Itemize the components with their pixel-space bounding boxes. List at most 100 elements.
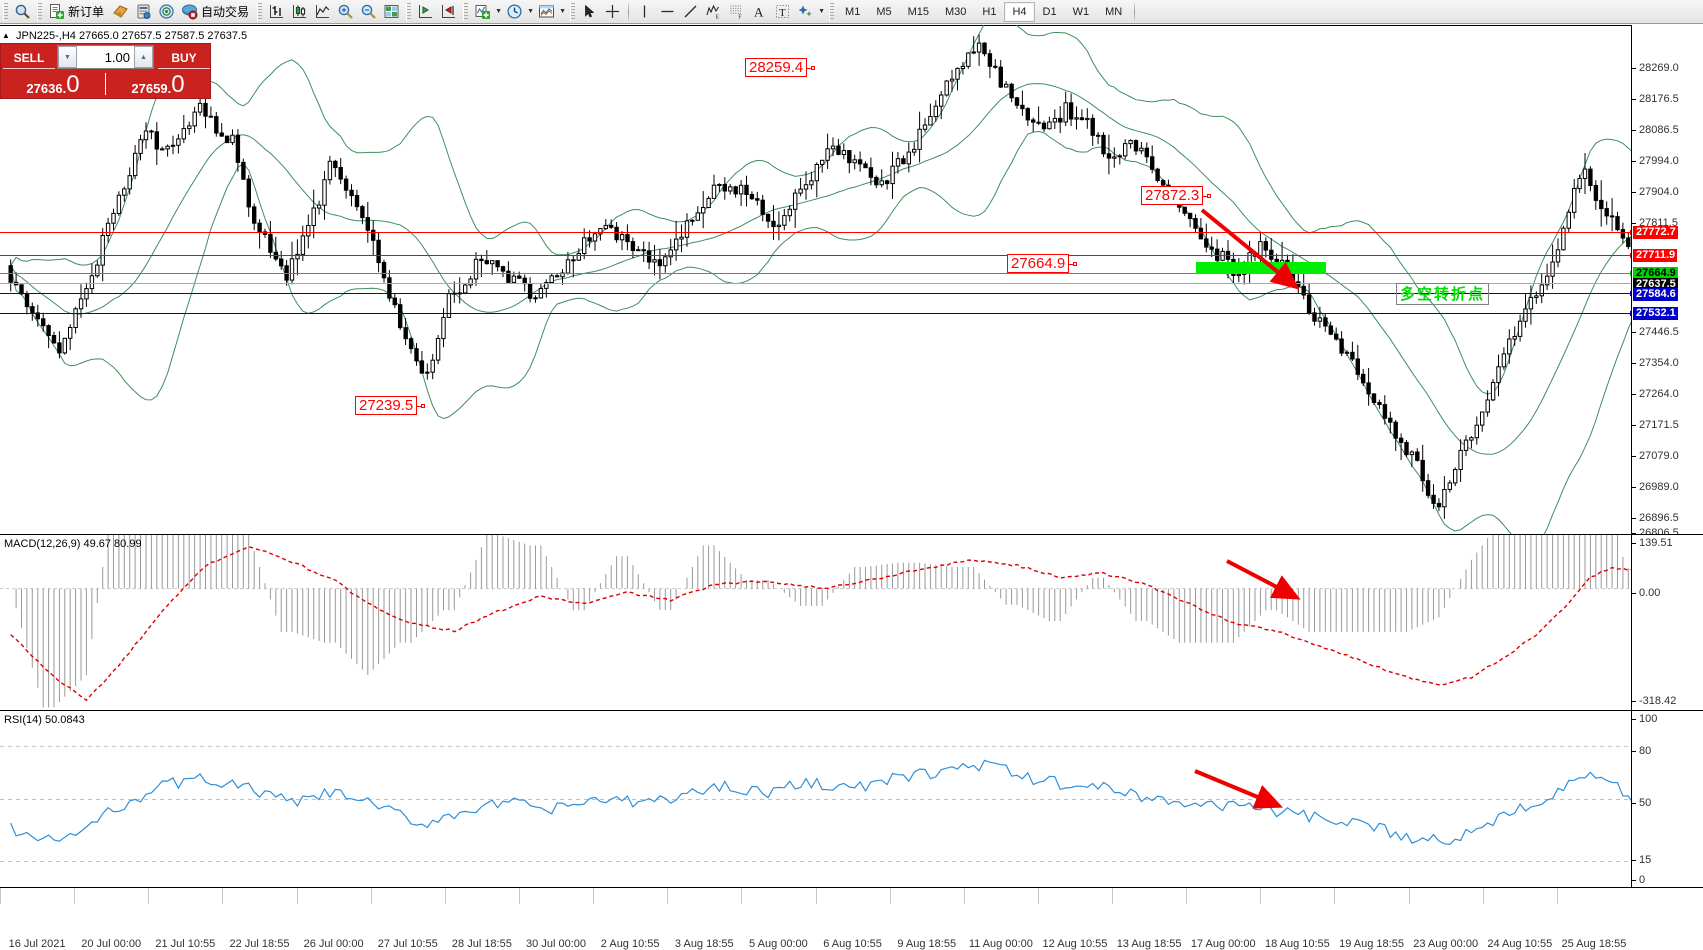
toolbar-grip-4[interactable] xyxy=(406,2,412,21)
timeframe-bar: M1 M5 M15 M30 H1 H4 D1 W1 MN xyxy=(837,1,1130,22)
bar-chart-button[interactable] xyxy=(265,1,288,23)
toolbar-grip-3[interactable] xyxy=(257,2,263,21)
timeframe-m1[interactable]: M1 xyxy=(845,5,861,18)
time-axis-separator xyxy=(889,888,891,904)
templates-dropdown[interactable]: ▼ xyxy=(559,8,566,15)
text-button[interactable]: A xyxy=(748,1,771,23)
add-indicator-dropdown[interactable]: ▼ xyxy=(495,8,502,15)
rsi-pane[interactable]: RSI(14) 50.0843 100 80 50 15 0 xyxy=(0,710,1703,887)
macd-plot[interactable] xyxy=(0,535,1631,710)
macd-downtrend-arrow[interactable] xyxy=(1222,556,1312,611)
turning-point-note[interactable]: 多空转折点 xyxy=(1396,283,1490,305)
terminal-button[interactable] xyxy=(132,1,155,23)
shapes-dropdown[interactable]: ▼ xyxy=(818,8,825,15)
level-line-27711[interactable] xyxy=(0,253,1631,258)
price-tick: 26896.5 xyxy=(1632,512,1703,524)
rsi-scale[interactable]: 100 80 50 15 0 xyxy=(1631,711,1703,887)
strategy-tester-button[interactable] xyxy=(155,1,178,23)
timeframe-m15[interactable]: M15 xyxy=(907,5,929,18)
time-axis-separator xyxy=(518,888,520,904)
price-tick: 27446.5 xyxy=(1632,326,1703,338)
label-27872-text: 27872.3 xyxy=(1145,187,1200,204)
main-toolbar: 新订单 xyxy=(0,0,1703,24)
downtrend-arrow[interactable] xyxy=(1190,200,1320,300)
line-chart-button[interactable] xyxy=(311,1,334,23)
auto-scroll-button[interactable] xyxy=(437,1,460,23)
price-plot[interactable]: 28259.4 27872.3 27664.9 27239.5 26835.6 xyxy=(0,25,1631,534)
buy-button[interactable]: 27659 . 0 xyxy=(106,70,210,98)
elliott-wave-button[interactable]: E xyxy=(702,1,725,23)
period-button[interactable] xyxy=(503,1,526,23)
timeframe-w1[interactable]: W1 xyxy=(1072,5,1090,18)
new-order-button[interactable]: 新订单 xyxy=(45,1,109,23)
macd-pane[interactable]: MACD(12,26,9) 49.67 80.99 139.51 0.00 -3… xyxy=(0,534,1703,710)
macd-scale[interactable]: 139.51 0.00 -318.42 xyxy=(1631,535,1703,710)
price-scale[interactable]: 28269.0 28176.5 28086.5 27994.0 27904.0 … xyxy=(1631,25,1703,539)
period-dropdown[interactable]: ▼ xyxy=(527,8,534,15)
volume-value[interactable]: 1.00 xyxy=(104,49,130,65)
crosshair-button[interactable] xyxy=(601,1,624,23)
price-tag-resistance-2[interactable]: 27711.9 xyxy=(1633,249,1678,262)
new-order-icon xyxy=(50,4,64,19)
chart-shift-icon xyxy=(419,5,433,18)
add-indicator-button[interactable] xyxy=(471,1,494,23)
label-27872[interactable]: 27872.3 xyxy=(1141,186,1212,205)
volume-input[interactable]: ▼ 1.00 ▲ xyxy=(57,45,154,69)
price-tag-pivot-1[interactable]: 27584.6 xyxy=(1633,288,1678,301)
price-pane[interactable]: 28259.4 27872.3 27664.9 27239.5 26835.6 xyxy=(0,25,1703,539)
price-tag-pivot-2[interactable]: 27532.1 xyxy=(1633,307,1678,320)
one-click-trading-panel[interactable]: SELL ▼ 1.00 ▲ BUY 27636 . 0 27659 . 0 xyxy=(0,43,211,99)
collapse-triangle-icon[interactable]: ▲ xyxy=(2,31,10,41)
level-line-27772[interactable] xyxy=(0,230,1631,235)
text-icon: A xyxy=(754,5,764,20)
price-tag-support[interactable]: 27664.9 xyxy=(1633,267,1678,280)
text-label-button[interactable]: T xyxy=(771,1,794,23)
fibonacci-button[interactable]: F xyxy=(725,1,748,23)
rsi-downtrend-arrow[interactable] xyxy=(1190,767,1290,817)
tile-windows-button[interactable] xyxy=(380,1,403,23)
svg-text:A: A xyxy=(754,5,764,20)
trendline-button[interactable] xyxy=(679,1,702,23)
toolbar-grip-5[interactable] xyxy=(463,2,469,21)
volume-decrement[interactable]: ▼ xyxy=(58,46,77,68)
horizontal-line-button[interactable] xyxy=(656,1,679,23)
price-tag-resistance-1[interactable]: 27772.7 xyxy=(1633,226,1678,239)
cursor-button[interactable] xyxy=(578,1,601,23)
timeframe-mn[interactable]: MN xyxy=(1105,5,1123,18)
symbol-info-bar: ▲ JPN225-,H4 27665.0 27657.5 27587.5 276… xyxy=(2,30,247,42)
zoom-out-button[interactable] xyxy=(357,1,380,23)
templates-button[interactable] xyxy=(535,1,558,23)
magnifier-button[interactable] xyxy=(11,1,34,23)
timeframe-h4[interactable]: H4 xyxy=(1004,1,1035,22)
metaeditor-button[interactable] xyxy=(109,1,132,23)
timeframe-m30[interactable]: M30 xyxy=(945,5,967,18)
toolbar-grip-2[interactable] xyxy=(37,2,42,21)
level-line-27584[interactable] xyxy=(0,291,1631,296)
toolbar-grip-7[interactable] xyxy=(829,2,835,21)
level-line-27532[interactable] xyxy=(0,311,1631,316)
volume-increment[interactable]: ▲ xyxy=(134,46,153,68)
toolbar-grip-6[interactable] xyxy=(570,2,576,21)
timeframe-m5[interactable]: M5 xyxy=(876,5,892,18)
candlestick-chart-button[interactable] xyxy=(288,1,311,23)
vertical-line-button[interactable] xyxy=(633,1,656,23)
zoom-in-button[interactable] xyxy=(334,1,357,23)
toolbar-grip[interactable] xyxy=(3,2,8,21)
label-27239-text: 27239.5 xyxy=(359,397,414,414)
label-27664-text: 27664.9 xyxy=(1011,255,1066,272)
label-27239[interactable]: 27239.5 xyxy=(355,396,426,415)
rsi-tick: 100 xyxy=(1632,713,1703,725)
shapes-button[interactable] xyxy=(794,1,817,23)
autotrading-button[interactable]: 自动交易 xyxy=(178,1,254,23)
sell-button[interactable]: 27636 . 0 xyxy=(1,70,105,98)
label-27664[interactable]: 27664.9 xyxy=(1007,254,1078,273)
label-28259[interactable]: 28259.4 xyxy=(745,58,816,77)
time-axis[interactable]: 16 Jul 2021 20 Jul 00:00 21 Jul 10:55 22 Ju… xyxy=(0,887,1703,950)
timeframe-h1[interactable]: H1 xyxy=(982,5,997,18)
level-line-27664[interactable] xyxy=(0,271,1631,276)
timeframe-d1[interactable]: D1 xyxy=(1042,5,1057,18)
chart-shift-button[interactable] xyxy=(414,1,437,23)
time-axis-separator xyxy=(1482,888,1484,904)
rsi-plot[interactable] xyxy=(0,711,1631,887)
chart-area[interactable]: 28259.4 27872.3 27664.9 27239.5 26835.6 xyxy=(0,25,1703,950)
